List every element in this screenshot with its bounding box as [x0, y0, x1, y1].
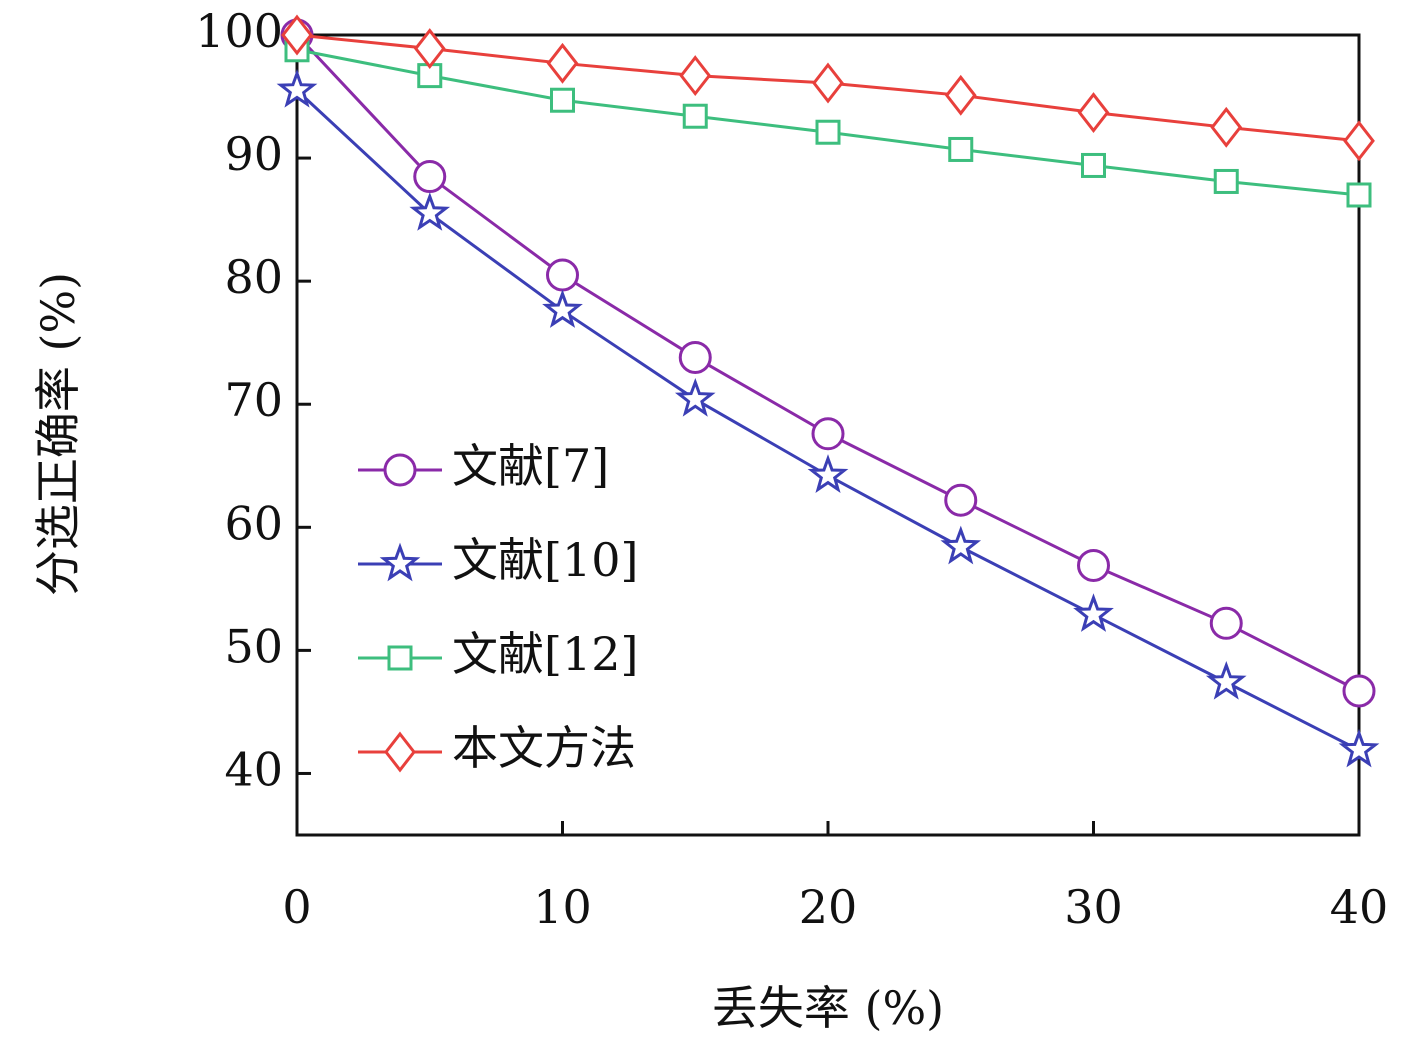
y-tick-label: 50: [224, 619, 283, 673]
marker: [815, 119, 841, 145]
marker: [811, 417, 845, 451]
x-tick-label: 40: [1330, 880, 1389, 934]
marker: [678, 340, 712, 374]
marker: [1073, 593, 1114, 632]
marker: [384, 731, 416, 773]
y-tick-label: 40: [224, 742, 283, 796]
marker: [276, 69, 318, 108]
marker: [1081, 152, 1106, 178]
y-tick-label: 70: [224, 373, 283, 427]
marker: [1342, 674, 1376, 708]
x-tick-label: 20: [799, 880, 858, 934]
marker: [674, 377, 716, 417]
legend-label: 文献[7]: [452, 439, 609, 493]
y-tick-label: 60: [224, 496, 283, 550]
y-tick-label: 100: [195, 4, 283, 58]
x-tick-label: 10: [533, 880, 592, 934]
marker: [383, 453, 417, 487]
marker: [1077, 92, 1110, 133]
x-tick-label: 0: [282, 880, 311, 934]
marker: [413, 160, 447, 194]
x-tick-label: 30: [1064, 880, 1123, 934]
marker: [948, 136, 974, 162]
marker: [812, 62, 844, 104]
marker: [1338, 728, 1380, 768]
marker: [1209, 606, 1243, 640]
x-axis-label: 丢失率 (%): [712, 981, 944, 1035]
marker: [1213, 168, 1239, 194]
y-tick-label: 80: [224, 250, 283, 304]
marker: [940, 525, 982, 565]
marker: [550, 87, 575, 113]
marker: [944, 483, 978, 517]
marker: [1343, 120, 1375, 162]
marker: [1210, 106, 1243, 148]
legend-label: 文献[12]: [452, 627, 638, 681]
marker: [1077, 548, 1110, 582]
y-tick-label: 90: [224, 127, 283, 181]
legend-label: 文献[10]: [452, 533, 638, 587]
marker: [409, 192, 451, 231]
marker: [546, 42, 579, 84]
legend-label: 本文方法: [452, 721, 636, 775]
marker: [944, 74, 977, 116]
marker: [682, 103, 708, 129]
marker: [542, 289, 583, 328]
y-axis-label: 分选正确率 (%): [31, 272, 85, 596]
marker: [1346, 182, 1372, 208]
marker: [1205, 661, 1247, 700]
marker: [546, 258, 579, 292]
marker: [281, 14, 313, 56]
marker: [679, 55, 712, 97]
marker: [387, 645, 413, 671]
marker: [379, 542, 421, 582]
marker: [413, 28, 446, 69]
marker: [807, 454, 849, 493]
